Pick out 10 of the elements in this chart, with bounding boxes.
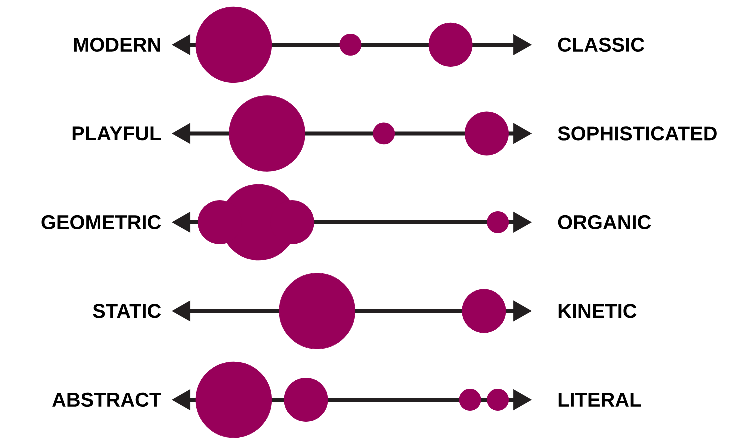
y-tick-label: PLAYFUL [72, 126, 162, 141]
y-tick-label: MODERN [74, 38, 160, 52]
y2-tick-label: CLASSIC [558, 38, 644, 52]
y2-tick-label: LITERAL [558, 393, 642, 407]
y2-tick-label: KINETIC [558, 304, 637, 318]
y-tick-label: STATIC [93, 304, 162, 318]
y-tick-label: ABSTRACT [52, 392, 162, 408]
y2-tick-label: ORGANIC [558, 215, 652, 230]
y-tick-label: GEOMETRIC [42, 215, 162, 230]
y2-tick-label: SOPHISTICATED [558, 126, 717, 141]
